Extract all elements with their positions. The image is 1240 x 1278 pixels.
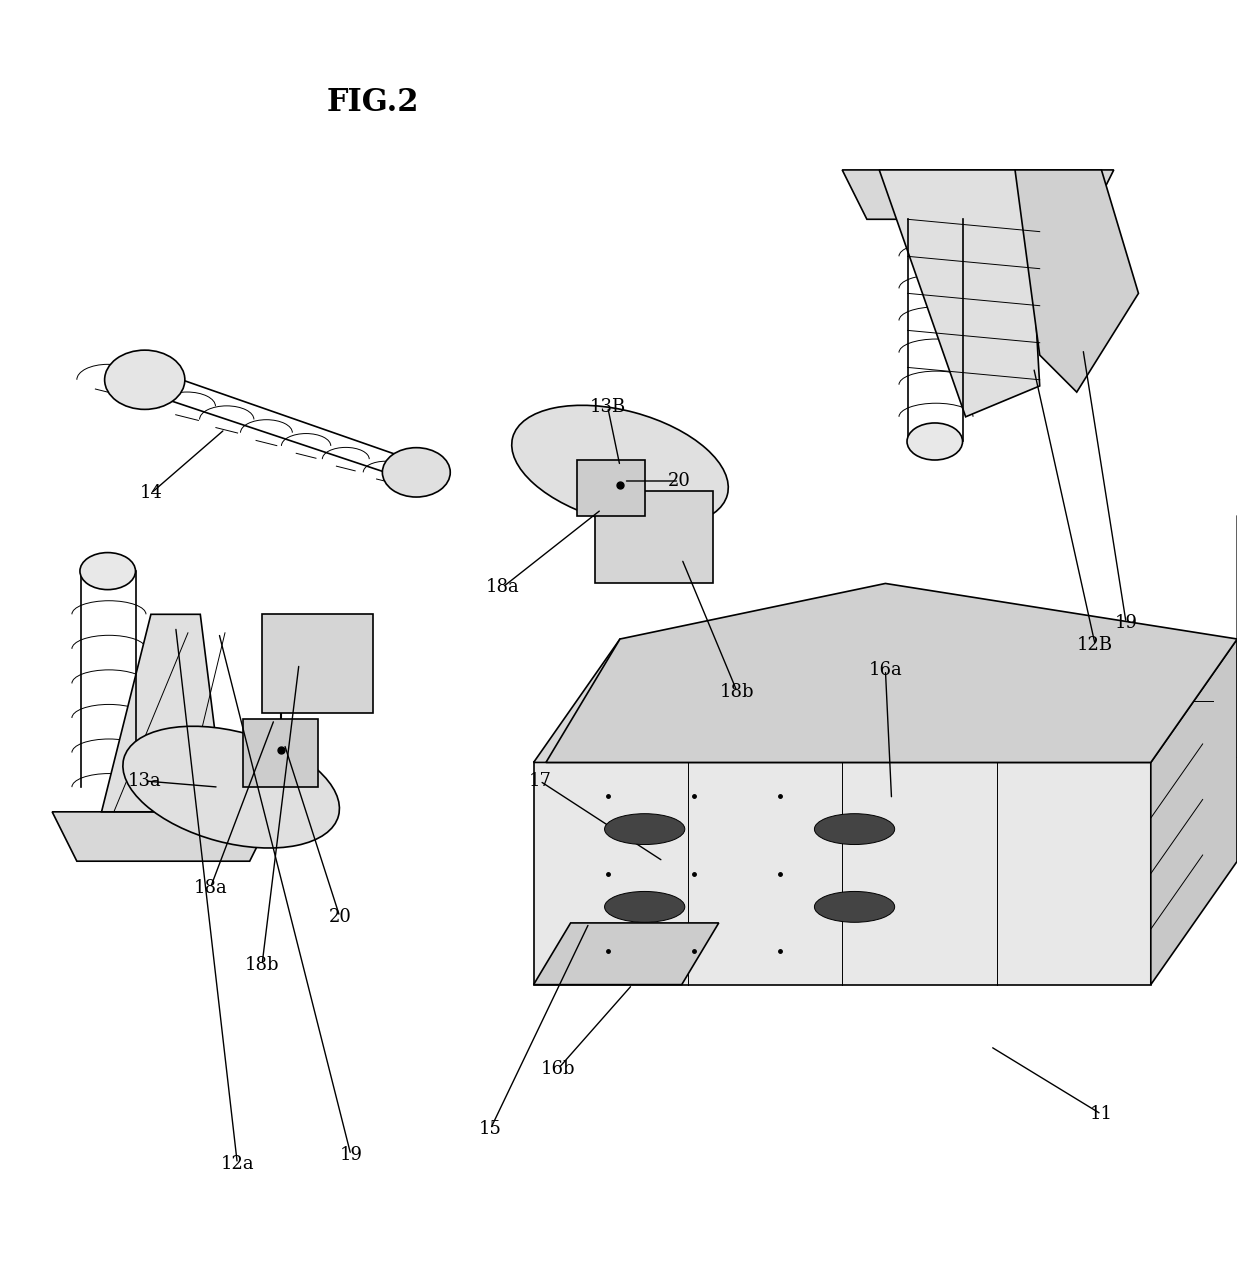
Polygon shape [533,763,1151,984]
Ellipse shape [382,447,450,497]
Text: 18b: 18b [720,682,754,702]
Text: 16b: 16b [541,1059,575,1077]
Polygon shape [546,584,1238,763]
Text: 13B: 13B [589,397,626,415]
Polygon shape [595,491,713,584]
Ellipse shape [104,350,185,409]
Ellipse shape [906,423,962,460]
Text: 20: 20 [329,907,351,925]
Text: 19: 19 [340,1146,362,1164]
Polygon shape [842,170,1114,220]
Polygon shape [577,460,645,515]
Polygon shape [243,720,317,787]
Text: 15: 15 [479,1120,502,1139]
Text: 17: 17 [528,772,552,790]
Polygon shape [1151,639,1238,984]
Text: 19: 19 [1115,613,1137,631]
Polygon shape [262,615,373,713]
Text: 12B: 12B [1078,636,1114,654]
Polygon shape [533,639,1238,763]
Text: 18a: 18a [193,879,227,897]
Text: 18a: 18a [486,578,520,596]
Ellipse shape [123,726,340,849]
Ellipse shape [815,892,895,923]
Text: 18b: 18b [244,956,279,974]
Polygon shape [879,170,1039,417]
Text: FIG.2: FIG.2 [327,87,419,118]
Ellipse shape [605,892,684,923]
Polygon shape [1016,170,1138,392]
Ellipse shape [605,814,684,845]
Ellipse shape [79,552,135,589]
Polygon shape [52,812,274,861]
Polygon shape [102,615,224,812]
Text: 12a: 12a [221,1154,254,1173]
Polygon shape [533,923,719,984]
Ellipse shape [512,405,728,527]
Text: 13a: 13a [128,772,161,790]
Ellipse shape [815,814,895,845]
Polygon shape [1238,515,1240,923]
Text: 14: 14 [139,484,162,502]
Text: 20: 20 [668,472,691,489]
Text: 16a: 16a [868,661,903,679]
Text: 11: 11 [1090,1105,1114,1123]
